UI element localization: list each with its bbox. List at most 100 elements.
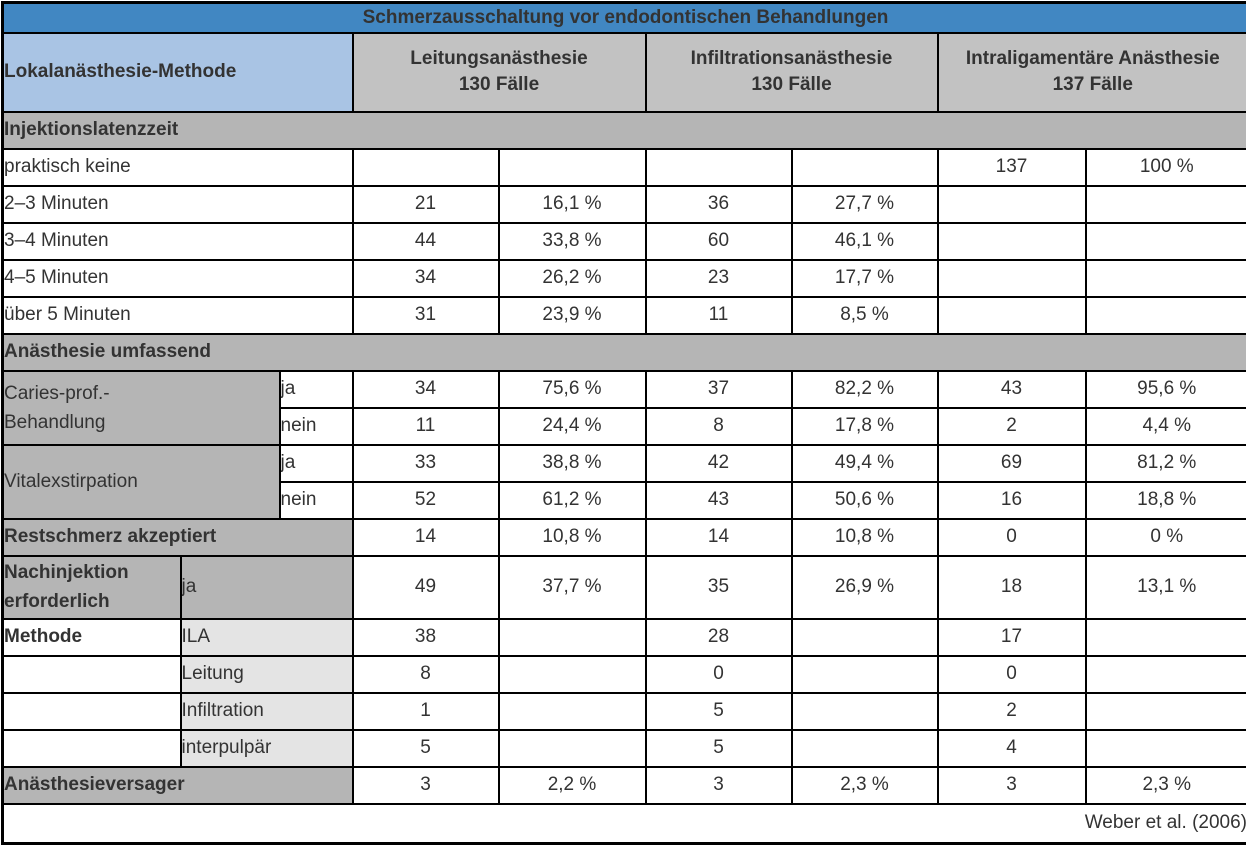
table-row: nein 52 61,2 % 43 50,6 % 16 18,8 % bbox=[3, 480, 1246, 520]
count-cell: 5 bbox=[351, 728, 500, 768]
percent-cell: 82,2 % bbox=[790, 369, 939, 409]
count-cell: 44 bbox=[351, 221, 500, 261]
percent-cell: 4,4 % bbox=[1084, 406, 1246, 446]
table-row: Injektionslatenzzeit bbox=[1, 110, 1246, 150]
table-title: Schmerzausschaltung vor endodontischen B… bbox=[1, 1, 1246, 34]
table-row: Lokalanästhesie-Methode Leitungsanästhes… bbox=[1, 31, 1246, 113]
percent-cell: 49,4 % bbox=[790, 443, 939, 483]
row-label-empty bbox=[1, 691, 182, 731]
table-row: Caries-prof.- Behandlung ja 34 75,6 % 37… bbox=[1, 369, 1246, 446]
count-cell: 38 bbox=[351, 617, 500, 657]
percent-cell bbox=[497, 691, 647, 731]
count-cell: 43 bbox=[936, 369, 1087, 409]
sub-label: nein bbox=[278, 480, 354, 520]
section-header: Injektionslatenzzeit bbox=[1, 110, 1246, 150]
count-cell: 0 bbox=[644, 654, 793, 694]
count-cell: 3 bbox=[644, 765, 793, 805]
count-cell: 34 bbox=[351, 369, 500, 409]
table-row: über 5 Minuten 31 23,9 % 11 8,5 % bbox=[1, 295, 1246, 335]
group-cases: 130 Fälle bbox=[458, 74, 540, 95]
source-citation: Weber et al. (2006) bbox=[1, 802, 1246, 845]
count-cell bbox=[936, 184, 1087, 224]
count-cell: 1 bbox=[351, 691, 500, 731]
percent-cell: 26,9 % bbox=[790, 554, 939, 620]
percent-cell: 26,2 % bbox=[497, 258, 647, 298]
table-row: Restschmerz akzeptiert 14 10,8 % 14 10,8… bbox=[1, 517, 1246, 557]
table-row: Vitalexstirpation ja 33 38,8 % 42 49,4 %… bbox=[1, 443, 1246, 520]
percent-cell bbox=[790, 147, 939, 187]
count-cell: 11 bbox=[644, 295, 793, 335]
count-cell: 60 bbox=[644, 221, 793, 261]
row-label: Vitalexstirpation bbox=[1, 443, 281, 520]
count-cell: 0 bbox=[936, 654, 1087, 694]
percent-cell: 33,8 % bbox=[497, 221, 647, 261]
percent-cell: 0 % bbox=[1084, 517, 1246, 557]
row-label-empty bbox=[1, 654, 182, 694]
percent-cell: 10,8 % bbox=[497, 517, 647, 557]
count-cell bbox=[936, 221, 1087, 261]
sub-label: Leitung bbox=[179, 654, 354, 694]
percent-cell bbox=[1084, 295, 1246, 335]
percent-cell bbox=[1084, 654, 1246, 694]
count-cell: 34 bbox=[351, 258, 500, 298]
sub-label: ja bbox=[278, 369, 354, 409]
percent-cell: 2,2 % bbox=[497, 765, 647, 805]
group-cases: 130 Fälle bbox=[751, 74, 832, 95]
count-cell: 3 bbox=[936, 765, 1087, 805]
method-column-header: Lokalanästhesie-Methode bbox=[1, 31, 354, 113]
percent-cell: 17,8 % bbox=[790, 406, 939, 446]
group-name: Leitungsanästhesie bbox=[410, 48, 588, 69]
row-label: 4–5 Minuten bbox=[1, 258, 354, 298]
section-header: Anästhesie umfassend bbox=[1, 332, 1246, 372]
table-row: 2–3 Minuten 21 16,1 % 36 27,7 % bbox=[1, 184, 1246, 224]
count-cell: 14 bbox=[644, 517, 793, 557]
percent-cell: 61,2 % bbox=[497, 480, 647, 520]
count-cell bbox=[936, 295, 1087, 335]
count-cell: 11 bbox=[351, 406, 500, 446]
percent-cell bbox=[1084, 728, 1246, 768]
percent-cell bbox=[497, 617, 647, 657]
percent-cell: 13,1 % bbox=[1084, 554, 1246, 620]
percent-cell: 38,8 % bbox=[497, 443, 647, 483]
count-cell: 8 bbox=[351, 654, 500, 694]
table-row: praktisch keine 137 100 % bbox=[1, 147, 1246, 187]
percent-cell bbox=[497, 147, 647, 187]
count-cell bbox=[644, 147, 793, 187]
count-cell: 23 bbox=[644, 258, 793, 298]
percent-cell bbox=[497, 728, 647, 768]
group-name: Infiltrationsanästhesie bbox=[690, 48, 893, 69]
percent-cell: 100 % bbox=[1084, 147, 1246, 187]
percent-cell: 46,1 % bbox=[790, 221, 939, 261]
count-cell: 14 bbox=[351, 517, 500, 557]
percent-cell: 95,6 % bbox=[1084, 369, 1246, 409]
percent-cell bbox=[1084, 258, 1246, 298]
percent-cell bbox=[1084, 184, 1246, 224]
table-row: Anästhesieversager 3 2,2 % 3 2,3 % 3 2,3… bbox=[1, 765, 1246, 805]
count-cell: 69 bbox=[936, 443, 1087, 483]
percent-cell: 23,9 % bbox=[497, 295, 647, 335]
count-cell: 33 bbox=[351, 443, 500, 483]
percent-cell: 16,1 % bbox=[497, 184, 647, 224]
percent-cell: 17,7 % bbox=[790, 258, 939, 298]
table-row: 3–4 Minuten 44 33,8 % 60 46,1 % bbox=[1, 221, 1246, 261]
row-label: über 5 Minuten bbox=[1, 295, 354, 335]
count-cell bbox=[936, 258, 1087, 298]
percent-cell bbox=[1084, 617, 1246, 657]
table-row: Methode ILA 38 28 17 bbox=[1, 617, 1246, 657]
count-cell: 42 bbox=[644, 443, 793, 483]
percent-cell bbox=[790, 728, 939, 768]
sub-label: ja bbox=[278, 443, 354, 483]
percent-cell: 81,2 % bbox=[1084, 443, 1246, 483]
count-cell: 4 bbox=[936, 728, 1087, 768]
percent-cell bbox=[790, 654, 939, 694]
row-label-empty bbox=[1, 728, 182, 768]
percent-cell: 10,8 % bbox=[790, 517, 939, 557]
count-cell: 52 bbox=[351, 480, 500, 520]
percent-cell: 27,7 % bbox=[790, 184, 939, 224]
row-label: Restschmerz akzeptiert bbox=[1, 517, 354, 557]
percent-cell: 18,8 % bbox=[1084, 480, 1246, 520]
count-cell: 18 bbox=[936, 554, 1087, 620]
count-cell: 3 bbox=[351, 765, 500, 805]
